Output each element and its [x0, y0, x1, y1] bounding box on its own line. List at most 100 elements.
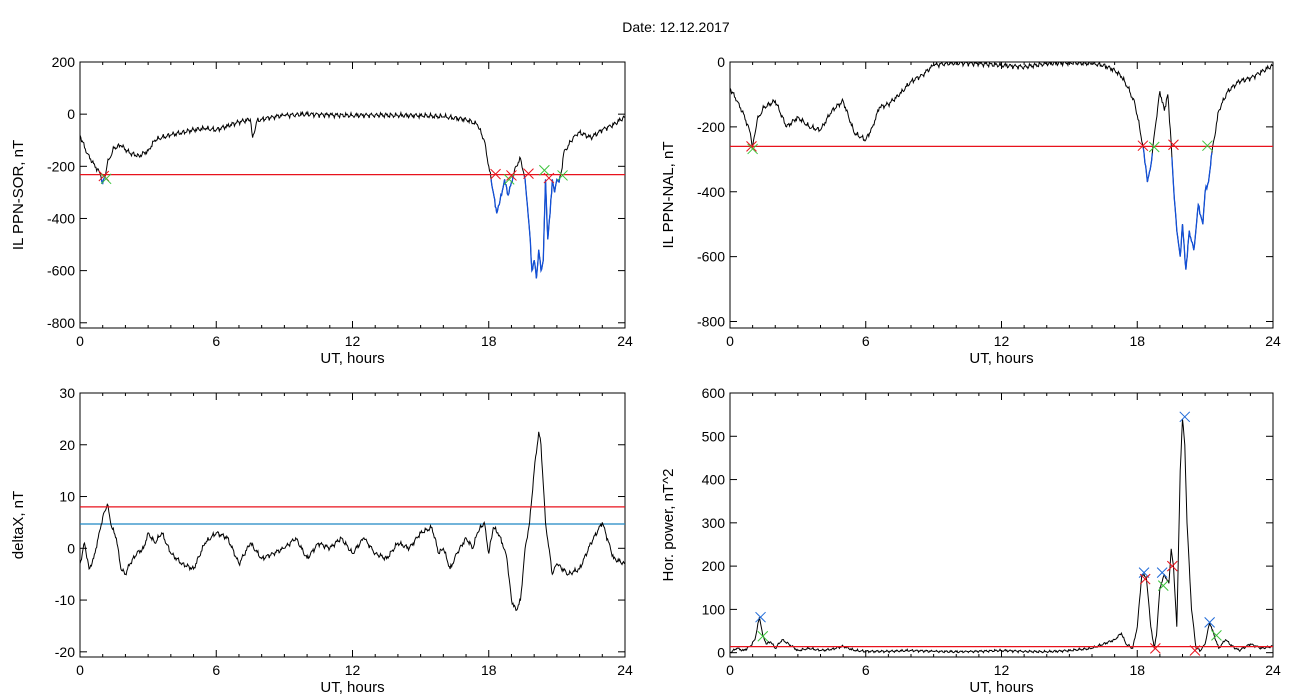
marker-x — [1156, 567, 1168, 578]
marker-stroke — [1149, 642, 1161, 654]
marker-x — [506, 170, 517, 181]
series-line — [730, 418, 1273, 654]
marker-stroke — [1156, 567, 1168, 578]
marker-stroke — [755, 611, 766, 623]
y-tick-label: 0 — [67, 106, 75, 122]
highlight-segment — [1142, 148, 1153, 183]
plot-frame — [729, 392, 1274, 658]
x-axis-label: UT, hours — [320, 350, 384, 367]
marker-stroke — [490, 168, 501, 180]
marker-x — [523, 168, 534, 179]
marker-x — [1202, 140, 1213, 152]
highlight-segment — [1171, 152, 1213, 270]
marker-x — [757, 630, 769, 642]
marker-x — [1139, 573, 1151, 585]
panel-deltax: 0 6 12 18 24 30 20 10 0 -10 -20 UT, hours deltaX, nT — [10, 385, 633, 696]
marker-x — [1204, 617, 1216, 628]
marker-stroke — [757, 630, 769, 642]
marker-x — [1148, 141, 1160, 153]
x-tick-label: 12 — [994, 333, 1010, 349]
y-axis-label: IL PPN-NAL, nT — [660, 142, 677, 249]
marker-stroke — [1189, 645, 1201, 656]
x-tick-label: 12 — [994, 662, 1010, 678]
y-tick-label: -800 — [47, 315, 75, 331]
y-axis-label: Hor. power, nT^2 — [660, 469, 677, 582]
x-axis-label: UT, hours — [969, 679, 1033, 696]
marker-x — [1166, 560, 1178, 572]
plot-frame — [79, 392, 626, 658]
x-tick-label: 24 — [1265, 333, 1281, 349]
x-tick-label: 6 — [862, 333, 870, 349]
y-tick-label: -200 — [47, 158, 75, 174]
y-tick-label: -800 — [697, 314, 725, 330]
y-tick-label: 200 — [52, 54, 76, 70]
x-tick-label: 18 — [481, 333, 497, 349]
plot-frame — [79, 61, 626, 329]
marker-x — [543, 172, 555, 184]
marker-x — [1137, 140, 1149, 152]
y-tick-label: 100 — [702, 601, 726, 617]
y-tick-label: 300 — [702, 515, 726, 531]
y-tick-label: 0 — [717, 645, 725, 661]
x-tick-label: 6 — [212, 333, 220, 349]
x-tick-label: 24 — [1265, 662, 1281, 678]
y-tick-label: 400 — [702, 472, 726, 488]
y-tick-label: 0 — [717, 54, 725, 70]
x-axis-label: UT, hours — [969, 350, 1033, 367]
highlight-segment — [523, 175, 561, 279]
y-tick-label: -600 — [47, 263, 75, 279]
marker-stroke — [1202, 140, 1213, 152]
plot-area — [730, 62, 1273, 270]
highlight-segment — [490, 175, 515, 214]
marker-x — [100, 173, 112, 185]
page-title: Date: 12.12.2017 — [622, 19, 730, 35]
series-line — [730, 62, 1273, 270]
x-tick-label: 12 — [345, 662, 361, 678]
marker-stroke — [1211, 630, 1222, 641]
y-tick-label: -200 — [697, 119, 725, 135]
x-axis-label: UT, hours — [320, 679, 384, 696]
marker-stroke — [523, 168, 534, 179]
y-tick-label: 0 — [67, 540, 75, 556]
y-axis-label: IL PPN-SOR, nT — [10, 140, 27, 250]
marker-x — [1189, 645, 1201, 656]
y-axis-label: deltaX, nT — [10, 491, 27, 559]
y-tick-label: 200 — [702, 558, 726, 574]
series-line — [80, 431, 625, 612]
x-tick-label: 0 — [726, 662, 734, 678]
x-tick-label: 0 — [76, 662, 84, 678]
marker-stroke — [1139, 573, 1151, 585]
marker-stroke — [1138, 567, 1150, 578]
panel-hor-power: 0 6 12 18 24 600 500 400 300 200 100 0 UT, hours Hor.… — [660, 385, 1281, 696]
plot-area — [80, 431, 625, 612]
y-tick-label: -400 — [697, 184, 725, 200]
marker-stroke — [1148, 141, 1160, 153]
panel-il-ppn-nal: 0 6 12 18 24 0 -200 -400 -600 -800 UT, hours IL PPN… — [660, 54, 1281, 367]
marker-x — [1138, 567, 1150, 578]
marker-stroke — [539, 164, 550, 176]
marker-x — [1179, 411, 1191, 423]
marker-stroke — [747, 143, 758, 155]
marker-x — [1211, 630, 1222, 641]
x-tick-label: 18 — [1129, 662, 1145, 678]
marker-stroke — [1157, 580, 1169, 591]
y-tick-label: 10 — [59, 489, 75, 505]
x-tick-label: 6 — [862, 662, 870, 678]
x-tick-label: 24 — [617, 333, 633, 349]
marker-stroke — [100, 173, 112, 185]
marker-stroke — [1166, 560, 1178, 572]
marker-stroke — [557, 170, 568, 181]
marker-stroke — [746, 140, 757, 152]
plot-area — [730, 411, 1273, 656]
x-tick-label: 24 — [617, 662, 633, 678]
plot-area — [80, 110, 625, 279]
marker-x — [557, 170, 568, 181]
marker-stroke — [543, 172, 555, 184]
plot-frame — [729, 61, 1274, 329]
x-tick-label: 18 — [1129, 333, 1145, 349]
marker-x — [490, 168, 501, 180]
y-tick-label: 20 — [59, 437, 75, 453]
y-tick-label: -20 — [55, 644, 75, 660]
y-tick-label: -400 — [47, 210, 75, 226]
